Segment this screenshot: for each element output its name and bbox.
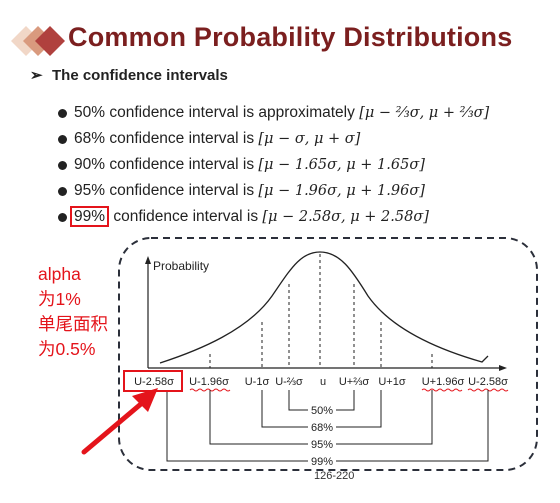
bullet-formula: [μ − σ, μ + σ] bbox=[258, 131, 361, 147]
red-arrow-icon bbox=[81, 388, 158, 455]
highlight-99-box: 99% bbox=[70, 206, 110, 227]
bullet-text: confidence interval is bbox=[109, 208, 263, 225]
page-number: 126-220 bbox=[314, 470, 355, 482]
bullet-dot-icon bbox=[58, 161, 67, 170]
spellcheck-underline bbox=[421, 388, 463, 392]
interval-label-bg bbox=[308, 454, 336, 468]
diagram-frame bbox=[118, 237, 538, 471]
interval-label: 99% bbox=[311, 456, 333, 468]
interval-label-bg bbox=[308, 420, 336, 434]
y-axis-arrow-icon bbox=[145, 256, 151, 264]
bullet-text: 68% confidence interval is bbox=[74, 130, 259, 147]
interval-label: 95% bbox=[311, 439, 333, 451]
interval-labels: 50% 68% 95% 99% bbox=[308, 403, 336, 468]
list-item: 99% confidence interval is [μ − 2.58σ, μ… bbox=[58, 204, 489, 230]
bullet-dot-icon bbox=[58, 109, 67, 118]
red-arrow-head bbox=[132, 388, 158, 412]
tick-label: U-2.58σ bbox=[468, 376, 508, 388]
bullet-formula: [μ − 1.96σ, μ + 1.96σ] bbox=[258, 183, 425, 199]
list-item: 50% confidence interval is approximately… bbox=[58, 100, 490, 126]
bullet-dot-icon bbox=[58, 213, 67, 222]
tick-label: u bbox=[320, 376, 326, 388]
bullet-formula: [μ − 1.65σ, μ + 1.65σ] bbox=[258, 157, 425, 173]
tick-labels: U-2.58σ U-1.96σ U-1σ U-⅔σ u U+⅔σ U+1σ U+… bbox=[134, 376, 508, 388]
section-heading: ➢ The confidence intervals bbox=[30, 66, 228, 84]
arrow-bullet-icon: ➢ bbox=[30, 67, 43, 84]
list-item: 90% confidence interval is [μ − 1.65σ, μ… bbox=[58, 152, 489, 178]
dashed-guides bbox=[209, 254, 433, 368]
bullet-text: 90% confidence interval is bbox=[74, 156, 259, 173]
bullet-formula: [μ − 2.58σ, μ + 2.58σ] bbox=[262, 209, 429, 225]
section-heading-text: The confidence intervals bbox=[52, 67, 228, 84]
tick-label: U-1σ bbox=[245, 376, 270, 388]
tick-label: U-2.58σ bbox=[134, 376, 174, 388]
bullet-dot-icon bbox=[58, 135, 67, 144]
bullet-formula: [μ − ⅔σ, μ + ⅔σ] bbox=[359, 105, 490, 121]
tick-label: U+1σ bbox=[378, 376, 405, 388]
interval-label-bg bbox=[308, 437, 336, 451]
bell-curve bbox=[159, 251, 489, 364]
bullet-text: 95% confidence interval is bbox=[74, 182, 259, 199]
alpha-annotation: alpha 为1% 单尾面积 为0.5% bbox=[38, 264, 108, 359]
x-axis-arrow-icon bbox=[499, 365, 507, 371]
y-axis-label: Probability bbox=[153, 259, 209, 273]
bullet-text: 50% confidence interval is approximately bbox=[74, 104, 360, 121]
tick-label: U-1.96σ bbox=[189, 376, 229, 388]
list-item: 95% confidence interval is [μ − 1.96σ, μ… bbox=[58, 178, 489, 204]
interval-label: 68% bbox=[311, 422, 333, 434]
tick-label: U-⅔σ bbox=[275, 376, 303, 388]
diamond-logo-icon bbox=[11, 26, 65, 56]
page-title: Common Probability Distributions bbox=[68, 22, 513, 52]
interval-list: 50% confidence interval is approximately… bbox=[58, 100, 490, 230]
tick-label: U+⅔σ bbox=[339, 376, 370, 388]
spellcheck-underlines bbox=[189, 388, 509, 392]
red-arrow-shaft bbox=[81, 395, 151, 455]
interval-label-bg bbox=[308, 403, 336, 417]
tick-label: U+1.96σ bbox=[422, 376, 465, 388]
list-item: 68% confidence interval is [μ − σ, μ + σ… bbox=[58, 126, 489, 152]
interval-label: 50% bbox=[311, 405, 333, 417]
bullet-dot-icon bbox=[58, 187, 67, 196]
